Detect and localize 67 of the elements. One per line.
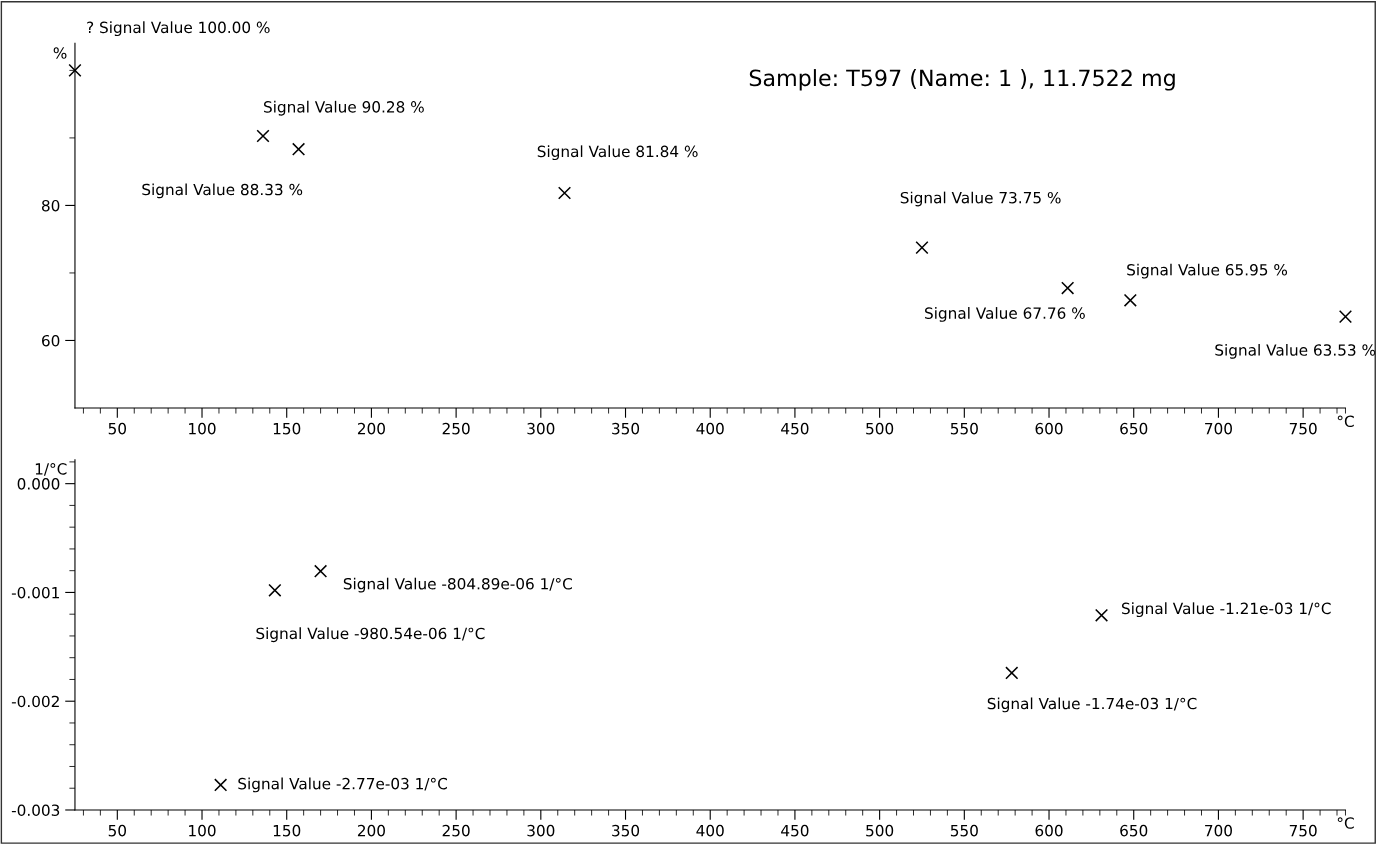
x-tick-label: 500: [866, 824, 894, 837]
x-tick-label: 250: [442, 824, 470, 837]
x-tick-label: 300: [527, 422, 555, 435]
y-tick-label: 80: [41, 199, 60, 212]
y-tick-label: -0.002: [11, 695, 59, 708]
y-axis-title: 1/°C: [35, 463, 67, 476]
point: [1094, 608, 1109, 622]
point: [1061, 281, 1075, 295]
y-tick-label: -0.001: [11, 586, 59, 599]
x-tick-label: 450: [781, 824, 809, 837]
point: [291, 142, 306, 156]
text: Sample: T597 (Name: 1 ), 11.7522 mg: [749, 69, 1175, 91]
data-label: Signal Value 90.28 %: [264, 100, 424, 116]
data-label: Signal Value 81.84 %: [537, 145, 698, 161]
data-label: Signal Value -2.77e-03 1/°C: [238, 777, 447, 793]
point: [557, 186, 572, 200]
x-tick-label: 500: [866, 422, 894, 435]
data-label: Signal Value 73.75 %: [900, 191, 1061, 207]
x-tick-label: 600: [1035, 422, 1063, 435]
data-label: Signal Value -804.89e-06 1/°C: [343, 577, 572, 593]
y-tick-label: -0.003: [11, 804, 60, 817]
point: [314, 564, 328, 578]
x-tick-label: 50: [108, 422, 127, 435]
x-tick-label: 350: [612, 422, 640, 435]
x-tick-label: 750: [1289, 422, 1317, 435]
x-tick-label: 100: [189, 422, 216, 435]
x-tick-label: 400: [696, 422, 724, 435]
x-tick-label: 550: [950, 824, 978, 837]
point: [214, 778, 228, 792]
point: [1338, 310, 1353, 324]
data-label: Signal Value 67.76 %: [925, 307, 1085, 322]
data-label: Signal Value 88.33 %: [142, 183, 303, 199]
point: [1005, 666, 1019, 680]
x-tick-label: 650: [1120, 422, 1148, 435]
x-tick-label: 700: [1205, 422, 1232, 435]
point: [256, 129, 270, 143]
x-tick-label: 150: [273, 422, 301, 435]
data-label: Signal Value 63.53 %: [1215, 343, 1376, 359]
x-tick-label: 250: [442, 422, 470, 435]
data-label: Signal Value -1.21e-03 1/°C: [1121, 602, 1331, 618]
y-tick-label: 60: [42, 334, 60, 347]
point: [1123, 293, 1137, 307]
x-tick-label: 450: [781, 422, 809, 435]
x-axis-title: °C: [1337, 415, 1354, 428]
point: [268, 583, 282, 597]
x-tick-label: 50: [108, 824, 127, 837]
data-label: Signal Value -980.54e-06 1/°C: [256, 627, 485, 643]
point: [68, 63, 82, 77]
x-tick-label: 600: [1035, 824, 1063, 837]
y-axis-title: %: [53, 47, 67, 59]
x-tick-label: 200: [357, 824, 385, 837]
x-tick-label: 100: [189, 824, 216, 837]
data-label: ? Signal Value 100.00 %: [87, 21, 270, 37]
y-tick-label: 0.000: [17, 478, 60, 490]
x-tick-label: 150: [273, 824, 301, 837]
point: [915, 241, 929, 255]
x-tick-label: 750: [1289, 824, 1317, 837]
x-tick-label: 550: [950, 422, 978, 435]
x-tick-label: 200: [357, 422, 385, 435]
x-tick-label: 350: [612, 824, 640, 837]
x-tick-label: 700: [1205, 824, 1232, 837]
x-tick-label: 400: [696, 824, 724, 837]
data-label: Signal Value -1.74e-03 1/°C: [987, 697, 1197, 713]
x-tick-label: 300: [527, 824, 555, 837]
x-tick-label: 650: [1120, 824, 1148, 837]
x-axis-title: °C: [1337, 817, 1354, 829]
data-label: Signal Value 65.95 %: [1127, 263, 1288, 279]
